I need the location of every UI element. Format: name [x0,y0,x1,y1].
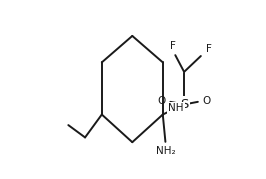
Text: NH: NH [168,103,184,113]
Text: O: O [203,96,211,106]
Text: NH₂: NH₂ [156,146,176,156]
Text: F: F [170,41,176,51]
Text: F: F [206,44,212,54]
Text: S: S [180,98,188,111]
Text: O: O [157,96,166,106]
